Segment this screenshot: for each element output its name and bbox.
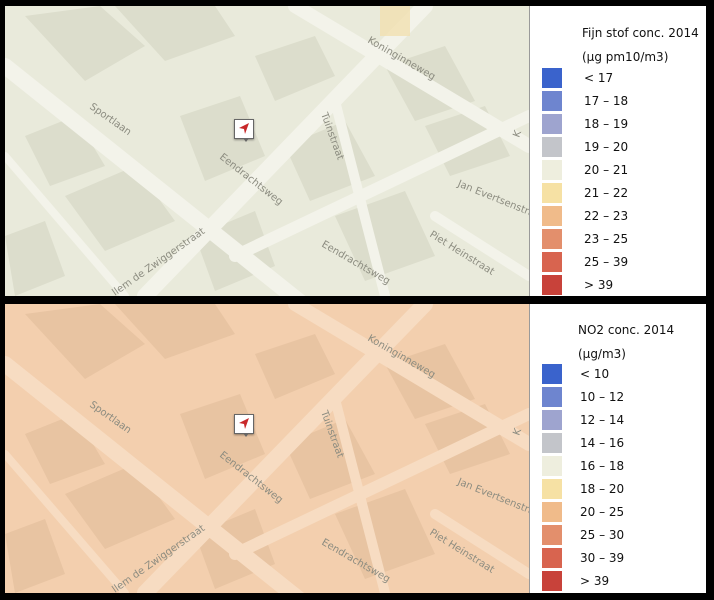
- legend-entry: 12 – 14: [542, 410, 702, 430]
- legend-swatch: [542, 68, 562, 88]
- legend-entry: 21 – 22: [542, 183, 702, 203]
- legend-label: 25 – 30: [580, 528, 625, 542]
- legend-label: 20 – 21: [584, 163, 629, 177]
- legend-swatch: [542, 229, 562, 249]
- pm10-map[interactable]: Koninginneweg Sportlaan Tuinstraat Eendr…: [5, 6, 529, 296]
- legend-entry: 18 – 20: [542, 479, 702, 499]
- legend-title: Fijn stof conc. 2014: [582, 26, 699, 40]
- legend-entry: 23 – 25: [542, 229, 702, 249]
- no2-legend: NO2 conc. 2014 (µg/m3) < 10 10 – 12 12 – 1…: [529, 304, 706, 593]
- legend-entry: 20 – 21: [542, 160, 702, 180]
- location-marker[interactable]: [234, 119, 254, 142]
- legend-swatch: [542, 114, 562, 134]
- legend-entry: 30 – 39: [542, 548, 702, 568]
- legend-entry: 10 – 12: [542, 387, 702, 407]
- no2-map-panel: Koninginneweg Sportlaan Tuinstraat Eendr…: [5, 304, 706, 593]
- legend-swatch: [542, 502, 562, 522]
- navigation-arrow-icon: [239, 123, 249, 134]
- legend-entry: < 17: [542, 68, 702, 88]
- legend-label: > 39: [580, 574, 610, 588]
- legend-swatch: [542, 206, 562, 226]
- legend-label: 19 – 20: [584, 140, 629, 154]
- legend-label: 22 – 23: [584, 209, 629, 223]
- legend-label: 20 – 25: [580, 505, 625, 519]
- legend-swatch: [542, 571, 562, 591]
- legend-entry: 25 – 30: [542, 525, 702, 545]
- legend-unit: (µg/m3): [578, 347, 626, 361]
- legend-entry: > 39: [542, 275, 702, 295]
- legend-entry: > 39: [542, 571, 702, 591]
- legend-label: 18 – 19: [584, 117, 629, 131]
- legend-label: 16 – 18: [580, 459, 625, 473]
- legend-label: 18 – 20: [580, 482, 625, 496]
- legend-entry: 20 – 25: [542, 502, 702, 522]
- legend-entry: 17 – 18: [542, 91, 702, 111]
- no2-map[interactable]: Koninginneweg Sportlaan Tuinstraat Eendr…: [5, 304, 529, 593]
- legend-swatch: [542, 364, 562, 384]
- legend-swatch: [542, 160, 562, 180]
- legend-swatch: [542, 91, 562, 111]
- legend-swatch: [542, 525, 562, 545]
- pm10-map-base: Koninginneweg Sportlaan Tuinstraat Eendr…: [5, 6, 529, 296]
- no2-map-base: Koninginneweg Sportlaan Tuinstraat Eendr…: [5, 304, 529, 593]
- legend-swatch: [542, 410, 562, 430]
- legend-label: < 17: [584, 71, 614, 85]
- legend-label: 25 – 39: [584, 255, 629, 269]
- legend-entry: 25 – 39: [542, 252, 702, 272]
- street-label-edge-k: K: [511, 129, 524, 139]
- legend-entry: 22 – 23: [542, 206, 702, 226]
- legend-label: 14 – 16: [580, 436, 625, 450]
- legend-label: 12 – 14: [580, 413, 625, 427]
- location-marker[interactable]: [234, 414, 254, 437]
- legend-entry: 14 – 16: [542, 433, 702, 453]
- legend-entry: 19 – 20: [542, 137, 702, 157]
- legend-unit: (µg pm10/m3): [582, 50, 669, 64]
- legend-swatch: [542, 183, 562, 203]
- legend-label: < 10: [580, 367, 610, 381]
- legend-swatch: [542, 275, 562, 295]
- legend-label: 30 – 39: [580, 551, 625, 565]
- legend-swatch: [542, 456, 562, 476]
- legend-entry: < 10: [542, 364, 702, 384]
- legend-entry: 18 – 19: [542, 114, 702, 134]
- street-label-edge-k: K: [511, 427, 524, 437]
- pm10-map-panel: Koninginneweg Sportlaan Tuinstraat Eendr…: [5, 6, 706, 296]
- legend-title: NO2 conc. 2014: [578, 323, 675, 337]
- legend-entry: 16 – 18: [542, 456, 702, 476]
- legend-label: 10 – 12: [580, 390, 625, 404]
- legend-label: 21 – 22: [584, 186, 629, 200]
- legend-label: 23 – 25: [584, 232, 629, 246]
- legend-swatch: [542, 252, 562, 272]
- legend-swatch: [542, 548, 562, 568]
- legend-swatch: [542, 137, 562, 157]
- legend-swatch: [542, 433, 562, 453]
- pm10-legend: Fijn stof conc. 2014 (µg pm10/m3) < 17 17…: [529, 6, 706, 296]
- legend-label: 17 – 18: [584, 94, 629, 108]
- legend-swatch: [542, 387, 562, 407]
- navigation-arrow-icon: [239, 418, 249, 429]
- legend-swatch: [542, 479, 562, 499]
- legend-label: > 39: [584, 278, 614, 292]
